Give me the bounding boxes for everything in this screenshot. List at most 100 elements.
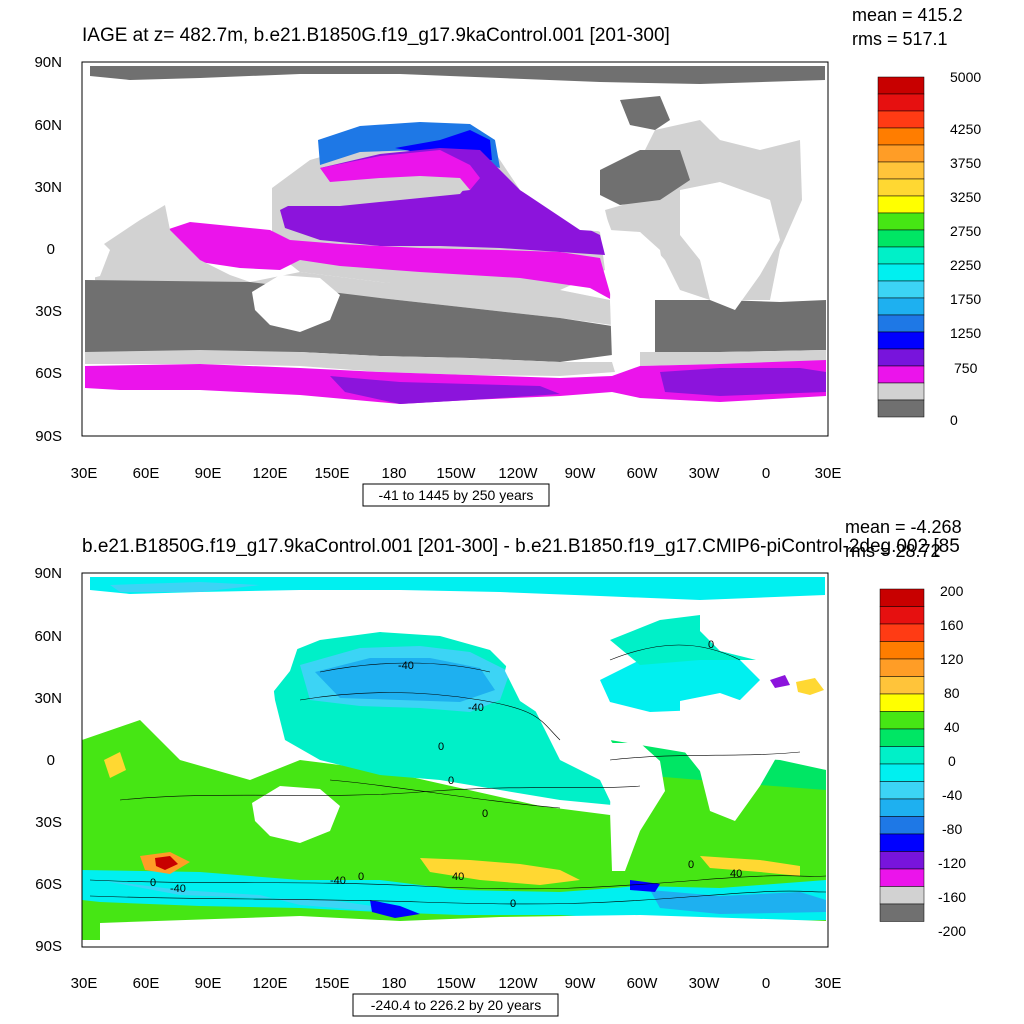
y-tick: 30N	[34, 690, 62, 707]
colorbar-swatch	[877, 110, 925, 129]
x-tick: 90E	[195, 465, 222, 482]
colorbar-swatch	[877, 331, 925, 350]
colorbar-swatch	[879, 833, 925, 852]
colorbar-swatch	[877, 348, 925, 367]
panel-iage: IAGE at z= 482.7m, b.e21.B1850G.f19_g17.…	[34, 5, 981, 507]
colorbar-swatch	[877, 76, 925, 95]
colorbar-swatch	[879, 746, 925, 765]
panel-2-map	[81, 572, 829, 948]
colorbar-label: 750	[954, 360, 978, 376]
x-tick: 90E	[195, 975, 222, 992]
x-tick: 120E	[252, 465, 287, 482]
colorbar-swatch	[877, 195, 925, 214]
colorbar-label: -160	[938, 889, 966, 905]
colorbar-label: 0	[948, 753, 956, 769]
colorbar-swatch	[877, 161, 925, 180]
colorbar-swatch	[877, 178, 925, 197]
contour-label: -40	[398, 660, 414, 672]
y-tick: 60N	[34, 628, 62, 645]
panel-2-x-ticks: 30E 60E 90E 120E 150E 180 150W 120W 90W …	[71, 975, 842, 992]
contour-label: 0	[482, 808, 488, 820]
colorbar-swatch	[879, 693, 925, 712]
panel-2-range-box: -240.4 to 226.2 by 20 years	[352, 993, 559, 1017]
colorbar-swatch	[877, 93, 925, 112]
colorbar-label: -40	[942, 787, 962, 803]
panel-1-range: -41 to 1445 by 250 years	[379, 487, 534, 503]
contour-label: -40	[468, 702, 484, 714]
panel-1-title: IAGE at z= 482.7m, b.e21.B1850G.f19_g17.…	[82, 25, 670, 46]
colorbar-swatch	[877, 127, 925, 146]
x-tick: 150E	[314, 975, 349, 992]
colorbar-swatch	[879, 623, 925, 642]
contour-label: 0	[438, 741, 444, 753]
x-tick: 60E	[133, 465, 160, 482]
x-tick: 30E	[71, 975, 98, 992]
colorbar-label: 4250	[950, 121, 981, 137]
colorbar-swatch	[877, 280, 925, 299]
colorbar-swatch	[877, 246, 925, 265]
y-tick: 60N	[34, 117, 62, 134]
contour-label: 0	[708, 639, 714, 651]
contour-label: 0	[358, 871, 364, 883]
colorbar-label: 5000	[950, 69, 981, 85]
y-tick: 90S	[35, 428, 62, 445]
panel-1-x-ticks: 30E 60E 90E 120E 150E 180 150W 120W 90W …	[71, 465, 842, 482]
colorbar-label: -80	[942, 821, 962, 837]
panel-2-mean: mean = -4.268	[845, 517, 962, 537]
y-tick: 60S	[35, 365, 62, 382]
colorbar-swatch	[879, 676, 925, 695]
panel-1-colorbar-labels: 5000 4250 3750 3250 2750 2250 1750 1250 …	[950, 69, 981, 428]
y-tick: 90S	[35, 938, 62, 955]
y-tick: 90N	[34, 54, 62, 71]
panel-difference: b.e21.B1850G.f19_g17.9kaControl.001 [201…	[34, 517, 966, 1017]
colorbar-swatch	[877, 399, 925, 418]
colorbar-swatch	[877, 229, 925, 248]
contour-label: 0	[510, 898, 516, 910]
x-tick: 90W	[565, 465, 597, 482]
colorbar-swatch	[879, 798, 925, 817]
colorbar-label: 3750	[950, 155, 981, 171]
colorbar-swatch	[877, 263, 925, 282]
colorbar-swatch	[877, 314, 925, 333]
colorbar-swatch	[879, 728, 925, 747]
colorbar-label: 200	[940, 583, 964, 599]
panel-2-rms: rms = 28.72	[845, 541, 941, 561]
colorbar-swatch	[879, 868, 925, 887]
x-tick: 30W	[689, 975, 721, 992]
colorbar-label: 80	[944, 685, 960, 701]
colorbar-label: 2250	[950, 257, 981, 273]
panel-1-mean: mean = 415.2	[852, 5, 963, 25]
colorbar-label: 0	[950, 412, 958, 428]
contour-label: 0	[150, 877, 156, 889]
panel-1-map	[81, 61, 829, 437]
panel-2-y-ticks: 90N 60N 30N 0 30S 60S 90S	[34, 565, 62, 955]
colorbar-swatch	[879, 781, 925, 800]
x-tick: 30E	[71, 465, 98, 482]
x-tick: 90W	[565, 975, 597, 992]
x-tick: 60W	[627, 975, 659, 992]
x-tick: 150W	[436, 975, 476, 992]
contour-label: 40	[730, 868, 742, 880]
colorbar-swatch	[877, 144, 925, 163]
colorbar-swatch	[877, 212, 925, 231]
panel-2-range: -240.4 to 226.2 by 20 years	[371, 997, 541, 1013]
colorbar-swatch	[879, 606, 925, 625]
colorbar-label: 2750	[950, 223, 981, 239]
colorbar-swatch	[879, 658, 925, 677]
colorbar-swatch	[877, 297, 925, 316]
colorbar-swatch	[879, 903, 925, 922]
x-tick: 0	[762, 975, 770, 992]
x-tick: 180	[381, 975, 406, 992]
contour-label: 40	[452, 871, 464, 883]
colorbar-swatch	[877, 365, 925, 384]
colorbar-label: -200	[938, 923, 966, 939]
panel-2-colorbar-labels: 200 160 120 80 40 0 -40 -80 -120 -160 -2…	[938, 583, 966, 939]
contour-label: 0	[448, 775, 454, 787]
colorbar-swatch	[877, 382, 925, 401]
x-tick: 30E	[815, 975, 842, 992]
x-tick: 30E	[815, 465, 842, 482]
colorbar-label: 1750	[950, 291, 981, 307]
colorbar-swatch	[879, 851, 925, 870]
x-tick: 120W	[498, 465, 538, 482]
